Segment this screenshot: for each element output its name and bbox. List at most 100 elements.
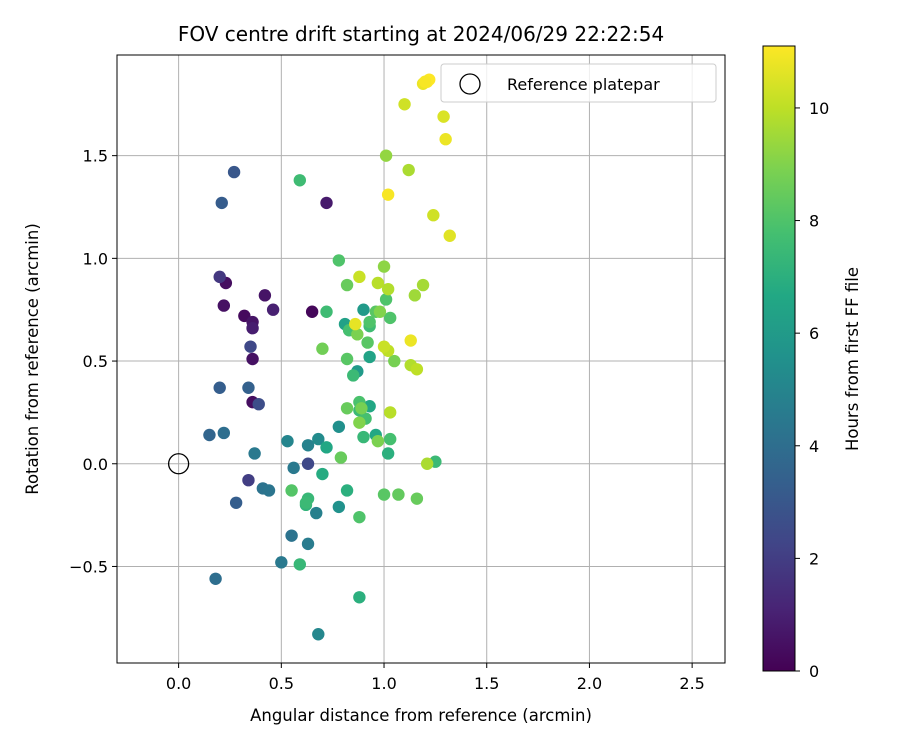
colorbar-ticks: 0 2 4 6 8 10: [795, 99, 829, 681]
colorbar-tick-label: 0: [809, 662, 819, 681]
data-point: [353, 510, 366, 524]
data-point: [340, 484, 354, 497]
data-point: [242, 473, 255, 487]
data-point: [353, 270, 366, 284]
colorbar-tick-label: 4: [809, 437, 819, 456]
data-point: [242, 381, 255, 394]
data-point: [379, 293, 393, 306]
data-point: [332, 500, 346, 514]
data-point: [381, 282, 395, 296]
y-tick-label: 1.5: [83, 147, 108, 166]
x-axis-ticks: 0.0 0.5 1.0 1.5 2.0 2.5: [166, 663, 705, 693]
data-point: [275, 556, 288, 569]
data-point: [266, 303, 280, 316]
data-point: [353, 591, 366, 604]
data-point: [305, 305, 319, 318]
data-point: [340, 352, 354, 366]
data-point: [258, 289, 272, 302]
data-point: [381, 188, 395, 201]
plot-area: [116, 54, 726, 664]
data-point: [217, 426, 231, 440]
data-point: [381, 447, 395, 460]
x-tick-label: 0.5: [269, 674, 294, 693]
data-point: [244, 340, 257, 353]
data-point: [361, 336, 374, 349]
data-point: [410, 363, 424, 376]
colorbar-tick-label: 2: [809, 549, 819, 568]
data-point: [320, 305, 333, 318]
x-axis-label: Angular distance from reference (arcmin): [250, 706, 592, 725]
data-point: [373, 305, 387, 318]
data-point: [402, 163, 415, 177]
data-point: [410, 492, 424, 505]
data-point: [357, 303, 370, 316]
y-axis-label: Rotation from reference (arcmin): [23, 223, 42, 495]
data-point: [287, 461, 300, 475]
data-point: [355, 402, 368, 415]
data-point: [246, 321, 259, 335]
data-point: [203, 428, 216, 442]
data-point: [383, 432, 397, 446]
data-point: [351, 328, 364, 341]
y-tick-label: −0.5: [69, 557, 108, 576]
data-point: [349, 317, 362, 331]
data-point: [377, 340, 391, 353]
data-point: [213, 270, 226, 284]
data-point: [363, 315, 376, 329]
data-point: [437, 110, 450, 123]
x-tick-label: 2.0: [577, 674, 602, 693]
data-point: [353, 416, 366, 429]
data-point: [285, 484, 298, 497]
x-tick-label: 2.5: [679, 674, 704, 693]
data-point: [246, 352, 259, 366]
data-point: [379, 149, 393, 162]
data-point: [301, 439, 315, 452]
data-point: [371, 434, 385, 448]
colorbar-tick-label: 8: [809, 212, 819, 231]
data-point: [320, 441, 333, 454]
data-point: [388, 354, 401, 368]
plot-frame: [116, 54, 726, 664]
colorbar: 0 2 4 6 8 10 Hours from first FF file: [762, 45, 862, 681]
colorbar-gradient: [762, 45, 796, 672]
data-point: [227, 165, 241, 179]
data-point: [363, 350, 376, 364]
colorbar-tick-label: 10: [809, 99, 829, 118]
legend-label-reference: Reference platepar: [507, 75, 660, 94]
legend-box: [440, 63, 717, 103]
data-point: [392, 488, 405, 501]
data-point: [377, 260, 391, 273]
data-point: [252, 397, 265, 411]
x-tick-label: 1.5: [474, 674, 499, 693]
data-point: [427, 209, 440, 222]
data-point: [215, 196, 228, 210]
data-point: [281, 434, 294, 448]
data-point: [383, 311, 397, 325]
y-axis-ticks: −0.5 0.0 0.5 1.0 1.5: [69, 147, 117, 576]
data-point: [332, 254, 346, 267]
reference-layer: [167, 453, 190, 475]
data-point: [293, 558, 307, 571]
data-point: [217, 299, 231, 312]
data-point: [443, 229, 456, 242]
data-point: [312, 432, 325, 446]
data-point: [316, 342, 329, 355]
data-point: [357, 430, 370, 444]
chart-title: FOV centre drift starting at 2024/06/29 …: [178, 22, 664, 46]
data-point: [340, 278, 354, 292]
data-point: [229, 496, 243, 509]
data-point: [416, 278, 430, 292]
reference-point-marker: [167, 453, 190, 475]
data-point: [340, 402, 354, 415]
data-points: [203, 73, 456, 641]
colorbar-label: Hours from first FF file: [843, 267, 862, 451]
data-point: [418, 75, 432, 88]
x-tick-label: 0.0: [166, 674, 191, 693]
data-point: [301, 457, 315, 470]
data-point: [371, 276, 385, 290]
colorbar-tick-label: 6: [809, 324, 819, 343]
data-point: [293, 174, 307, 187]
data-point: [383, 406, 397, 419]
data-point: [299, 496, 313, 509]
